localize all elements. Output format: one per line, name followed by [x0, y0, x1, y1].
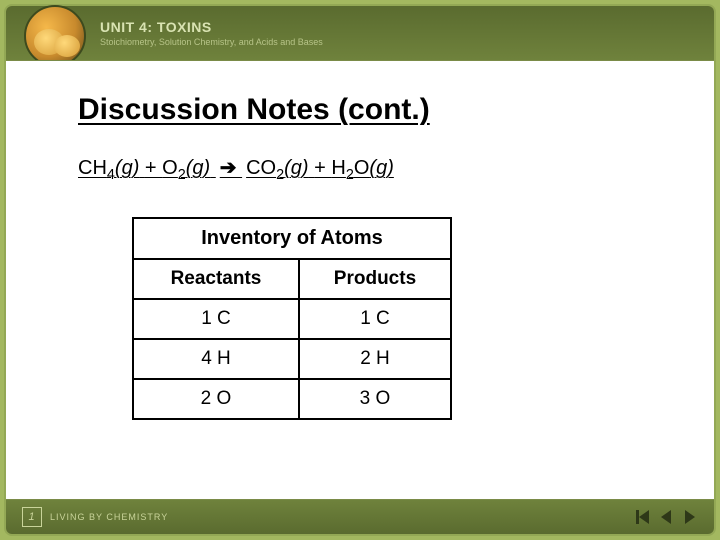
first-slide-button[interactable]: [634, 509, 650, 525]
next-slide-button[interactable]: [682, 509, 698, 525]
plus-2: +: [314, 157, 331, 179]
content-panel: Discussion Notes (cont.) CH4(g) + O2(g) …: [6, 60, 714, 500]
chemical-equation: CH4(g) + O2(g) ➔ CO2(g) + H2O(g): [78, 155, 658, 183]
product-2-base: H: [331, 157, 345, 179]
col-products: Products: [299, 259, 451, 299]
cell-reactants: 2 O: [133, 379, 299, 419]
product-1-sub: 2: [276, 167, 284, 183]
table-row: 1 C 1 C: [133, 299, 451, 339]
brand-text: LIVING BY CHEMISTRY: [50, 512, 168, 522]
triangle-right-icon: [685, 510, 695, 524]
triangle-left-icon: [661, 510, 671, 524]
cell-reactants: 1 C: [133, 299, 299, 339]
inventory-table: Inventory of Atoms Reactants Products 1 …: [132, 217, 452, 420]
reactant-2-sub: 2: [178, 167, 186, 183]
reactant-2-base: O: [162, 157, 178, 179]
product-2-state: (g): [369, 157, 393, 179]
triangle-left-icon: [639, 510, 649, 524]
reactant-1-base: CH: [78, 157, 107, 179]
col-reactants: Reactants: [133, 259, 299, 299]
header-text: UNIT 4: TOXINS Stoichiometry, Solution C…: [100, 19, 323, 47]
page-title: Discussion Notes (cont.): [78, 93, 658, 127]
nav-controls: [634, 509, 698, 525]
table-row: 4 H 2 H: [133, 339, 451, 379]
unit-label: UNIT 4: TOXINS: [100, 19, 323, 35]
table-row: 2 O 3 O: [133, 379, 451, 419]
cell-reactants: 4 H: [133, 339, 299, 379]
cell-products: 1 C: [299, 299, 451, 339]
unit-number: UNIT 4:: [100, 19, 153, 35]
arrow-icon: ➔: [216, 157, 246, 179]
reactant-1-sub: 4: [107, 167, 115, 183]
product-2-sub: 2: [346, 167, 354, 183]
slide-frame: UNIT 4: TOXINS Stoichiometry, Solution C…: [4, 4, 716, 536]
unit-subtitle: Stoichiometry, Solution Chemistry, and A…: [100, 37, 323, 47]
reactant-1-state: (g): [115, 157, 139, 179]
product-1-state: (g): [284, 157, 308, 179]
brand-mark-icon: 1: [22, 507, 42, 527]
product-2-mid: O: [354, 157, 370, 179]
header-band: UNIT 4: TOXINS Stoichiometry, Solution C…: [6, 6, 714, 60]
prev-slide-button[interactable]: [658, 509, 674, 525]
table-title: Inventory of Atoms: [133, 218, 451, 259]
cell-products: 3 O: [299, 379, 451, 419]
footer-band: 1 LIVING BY CHEMISTRY: [6, 500, 714, 534]
unit-icon: [24, 5, 86, 67]
cell-products: 2 H: [299, 339, 451, 379]
footer-brand: 1 LIVING BY CHEMISTRY: [22, 507, 168, 527]
plus-1: +: [145, 157, 162, 179]
product-1-base: CO: [246, 157, 276, 179]
reactant-2-state: (g): [186, 157, 210, 179]
unit-topic: TOXINS: [157, 19, 212, 35]
